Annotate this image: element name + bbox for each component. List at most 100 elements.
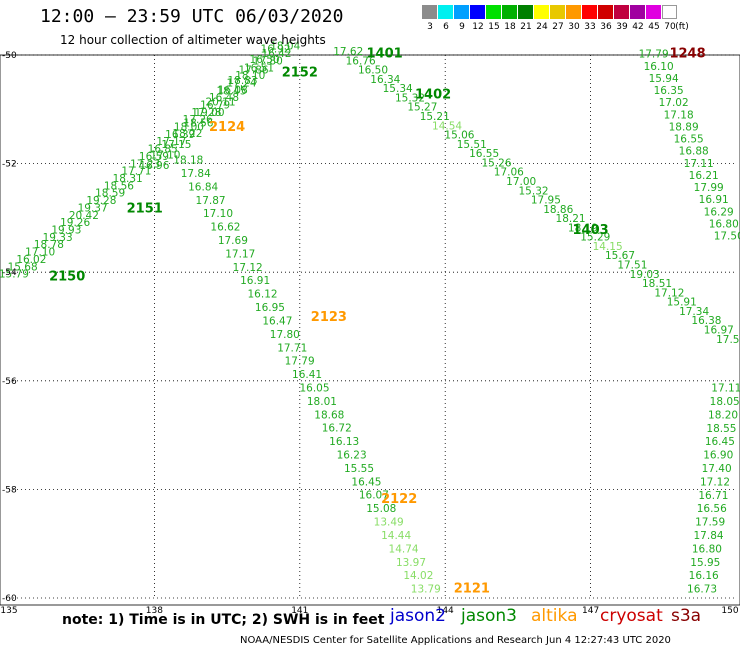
lat-tick-label: -52 <box>2 160 17 170</box>
wave-height-value: 17.71 <box>121 166 151 178</box>
wave-height-value: 16.85 <box>148 144 178 156</box>
legend-bin-label: 45 <box>648 22 660 32</box>
wave-height-value: 18.20 <box>708 409 738 421</box>
page-title: 12:00 – 23:59 UTC 06/03/2020 <box>40 6 344 27</box>
legend-swatch <box>598 5 613 19</box>
wave-height-value: 15.29 <box>580 232 610 244</box>
wave-height-value: 17.87 <box>196 195 226 207</box>
wave-height-value: 16.35 <box>654 85 684 97</box>
wave-height-value: 17.28 <box>191 107 221 119</box>
wave-height-value: 15.32 <box>395 92 425 104</box>
wave-height-value: 18.19 <box>568 222 598 234</box>
wave-height-value: 16.21 <box>689 170 719 182</box>
legend-bin-label: 9 <box>459 22 465 32</box>
wave-height-value: 19.28 <box>86 195 116 207</box>
wave-height-value: 16.50 <box>358 65 388 77</box>
track-values: 15.7915.6816.0217.1018.7819.3319.9319.26… <box>0 41 740 596</box>
wave-height-value: 19.33 <box>43 232 73 244</box>
wave-height-value: 18.01 <box>307 396 337 408</box>
wave-height-value: 17.18 <box>664 109 694 121</box>
wave-height-value: 17.79 <box>285 356 315 368</box>
wave-height-value: 18.56 <box>183 118 213 130</box>
wave-height-value: 17.71 <box>277 342 307 354</box>
wave-height-value: 15.34 <box>383 83 413 95</box>
legend-unit: (ft) <box>675 22 689 32</box>
wave-height-value: 17.80 <box>253 55 283 67</box>
wave-height-value: 14.54 <box>432 120 462 132</box>
wave-height-value: 17.24 <box>226 77 256 89</box>
wave-height-value: 16.88 <box>679 146 709 158</box>
wave-height-value: 18.86 <box>543 204 573 216</box>
wave-height-value: 16.59 <box>139 151 169 163</box>
wave-height-value: 17.26 <box>183 114 213 126</box>
legend-swatch <box>470 5 485 19</box>
track-id-label: 1403 <box>573 223 609 238</box>
wave-height-value: 14.02 <box>403 570 433 582</box>
wave-height-value: 18.45 <box>216 86 246 98</box>
wave-height-value: 17.34 <box>679 306 709 318</box>
wave-height-value: 16.41 <box>292 369 322 381</box>
wave-height-value: 16.07 <box>359 490 389 502</box>
wave-height-value: 18.22 <box>172 128 202 140</box>
wave-height-value: 18.10 <box>235 70 265 82</box>
wave-height-value: 16.79 <box>200 99 230 111</box>
wave-height-value: 13.79 <box>411 584 441 596</box>
track-id-label: 1401 <box>367 47 403 62</box>
wave-height-value: 17.10 <box>203 208 233 220</box>
wave-height-value: 16.80 <box>709 218 739 230</box>
wave-height-value: 17.10 <box>150 149 180 161</box>
wave-height-value: 16.45 <box>705 436 735 448</box>
wave-height-value: 16.29 <box>704 206 734 218</box>
legend-swatch <box>454 5 469 19</box>
wave-height-value: 15.94 <box>649 73 679 85</box>
wave-height-value: 17.69 <box>218 235 248 247</box>
legend-swatch <box>534 5 549 19</box>
wave-height-value: 16.90 <box>703 450 733 462</box>
wave-height-value: 16.91 <box>699 194 729 206</box>
legend-bin-label: 3 <box>427 22 433 32</box>
legend-s3a: s3a <box>671 606 702 626</box>
wave-height-value: 16.73 <box>687 584 717 596</box>
wave-height-value: 17.11 <box>711 383 740 395</box>
wave-height-value: 16.42 <box>261 48 291 60</box>
wave-height-value: 19.93 <box>51 224 81 236</box>
wave-height-value: 18.55 <box>706 423 736 435</box>
wave-height-value: 17.12 <box>654 287 684 299</box>
wave-height-value: 18.18 <box>173 155 203 167</box>
wave-height-value: 16.05 <box>299 382 329 394</box>
wave-height-value: 18.21 <box>556 213 586 225</box>
legend-jason3: jason3 <box>461 606 517 626</box>
wave-height-value: 16.16 <box>689 570 719 582</box>
wave-height-value: 18.78 <box>34 239 64 251</box>
legend-cryosat: cryosat <box>600 606 663 626</box>
wave-height-value: 18.89 <box>669 121 699 133</box>
wave-height-value: 17.62 <box>333 46 363 58</box>
wave-height-value: 17.95 <box>531 195 561 207</box>
wave-height-value: 17.10 <box>25 247 55 259</box>
wave-height-value: 16.72 <box>322 423 352 435</box>
legend-bin-label: 24 <box>536 22 548 32</box>
lon-tick-label: 141 <box>291 606 308 616</box>
track-id-label: 2152 <box>282 66 318 81</box>
legend-bin-label: 42 <box>632 22 644 32</box>
wave-height-value: 17.79 <box>639 49 669 61</box>
axis-ticks: 135 138 141 144 147 150 -50 -52 -54 -56 -58 -60 <box>0 51 738 616</box>
graticule <box>9 54 736 599</box>
wave-height-value: 18.05 <box>710 396 740 408</box>
wave-height-value: 17.50 <box>716 334 740 346</box>
wave-height-value: 17.86 <box>239 65 269 77</box>
wave-height-value: 16.34 <box>370 74 400 86</box>
wave-height-value: 16.91 <box>240 275 270 287</box>
legend-bin-label: 33 <box>584 22 596 32</box>
map-frame <box>0 54 740 606</box>
wave-height-value: 15.27 <box>407 102 437 114</box>
wave-height-value: 17.40 <box>702 463 732 475</box>
wave-height-value: 18.68 <box>314 409 344 421</box>
legend-bin-label: 39 <box>616 22 628 32</box>
legend-swatch <box>518 5 533 19</box>
legend-swatch <box>550 5 565 19</box>
wave-height-value: 16.13 <box>329 436 359 448</box>
lat-tick-label: -56 <box>2 377 17 387</box>
wave-height-value: 17.17 <box>225 248 255 260</box>
lon-tick-label: 135 <box>0 606 17 616</box>
